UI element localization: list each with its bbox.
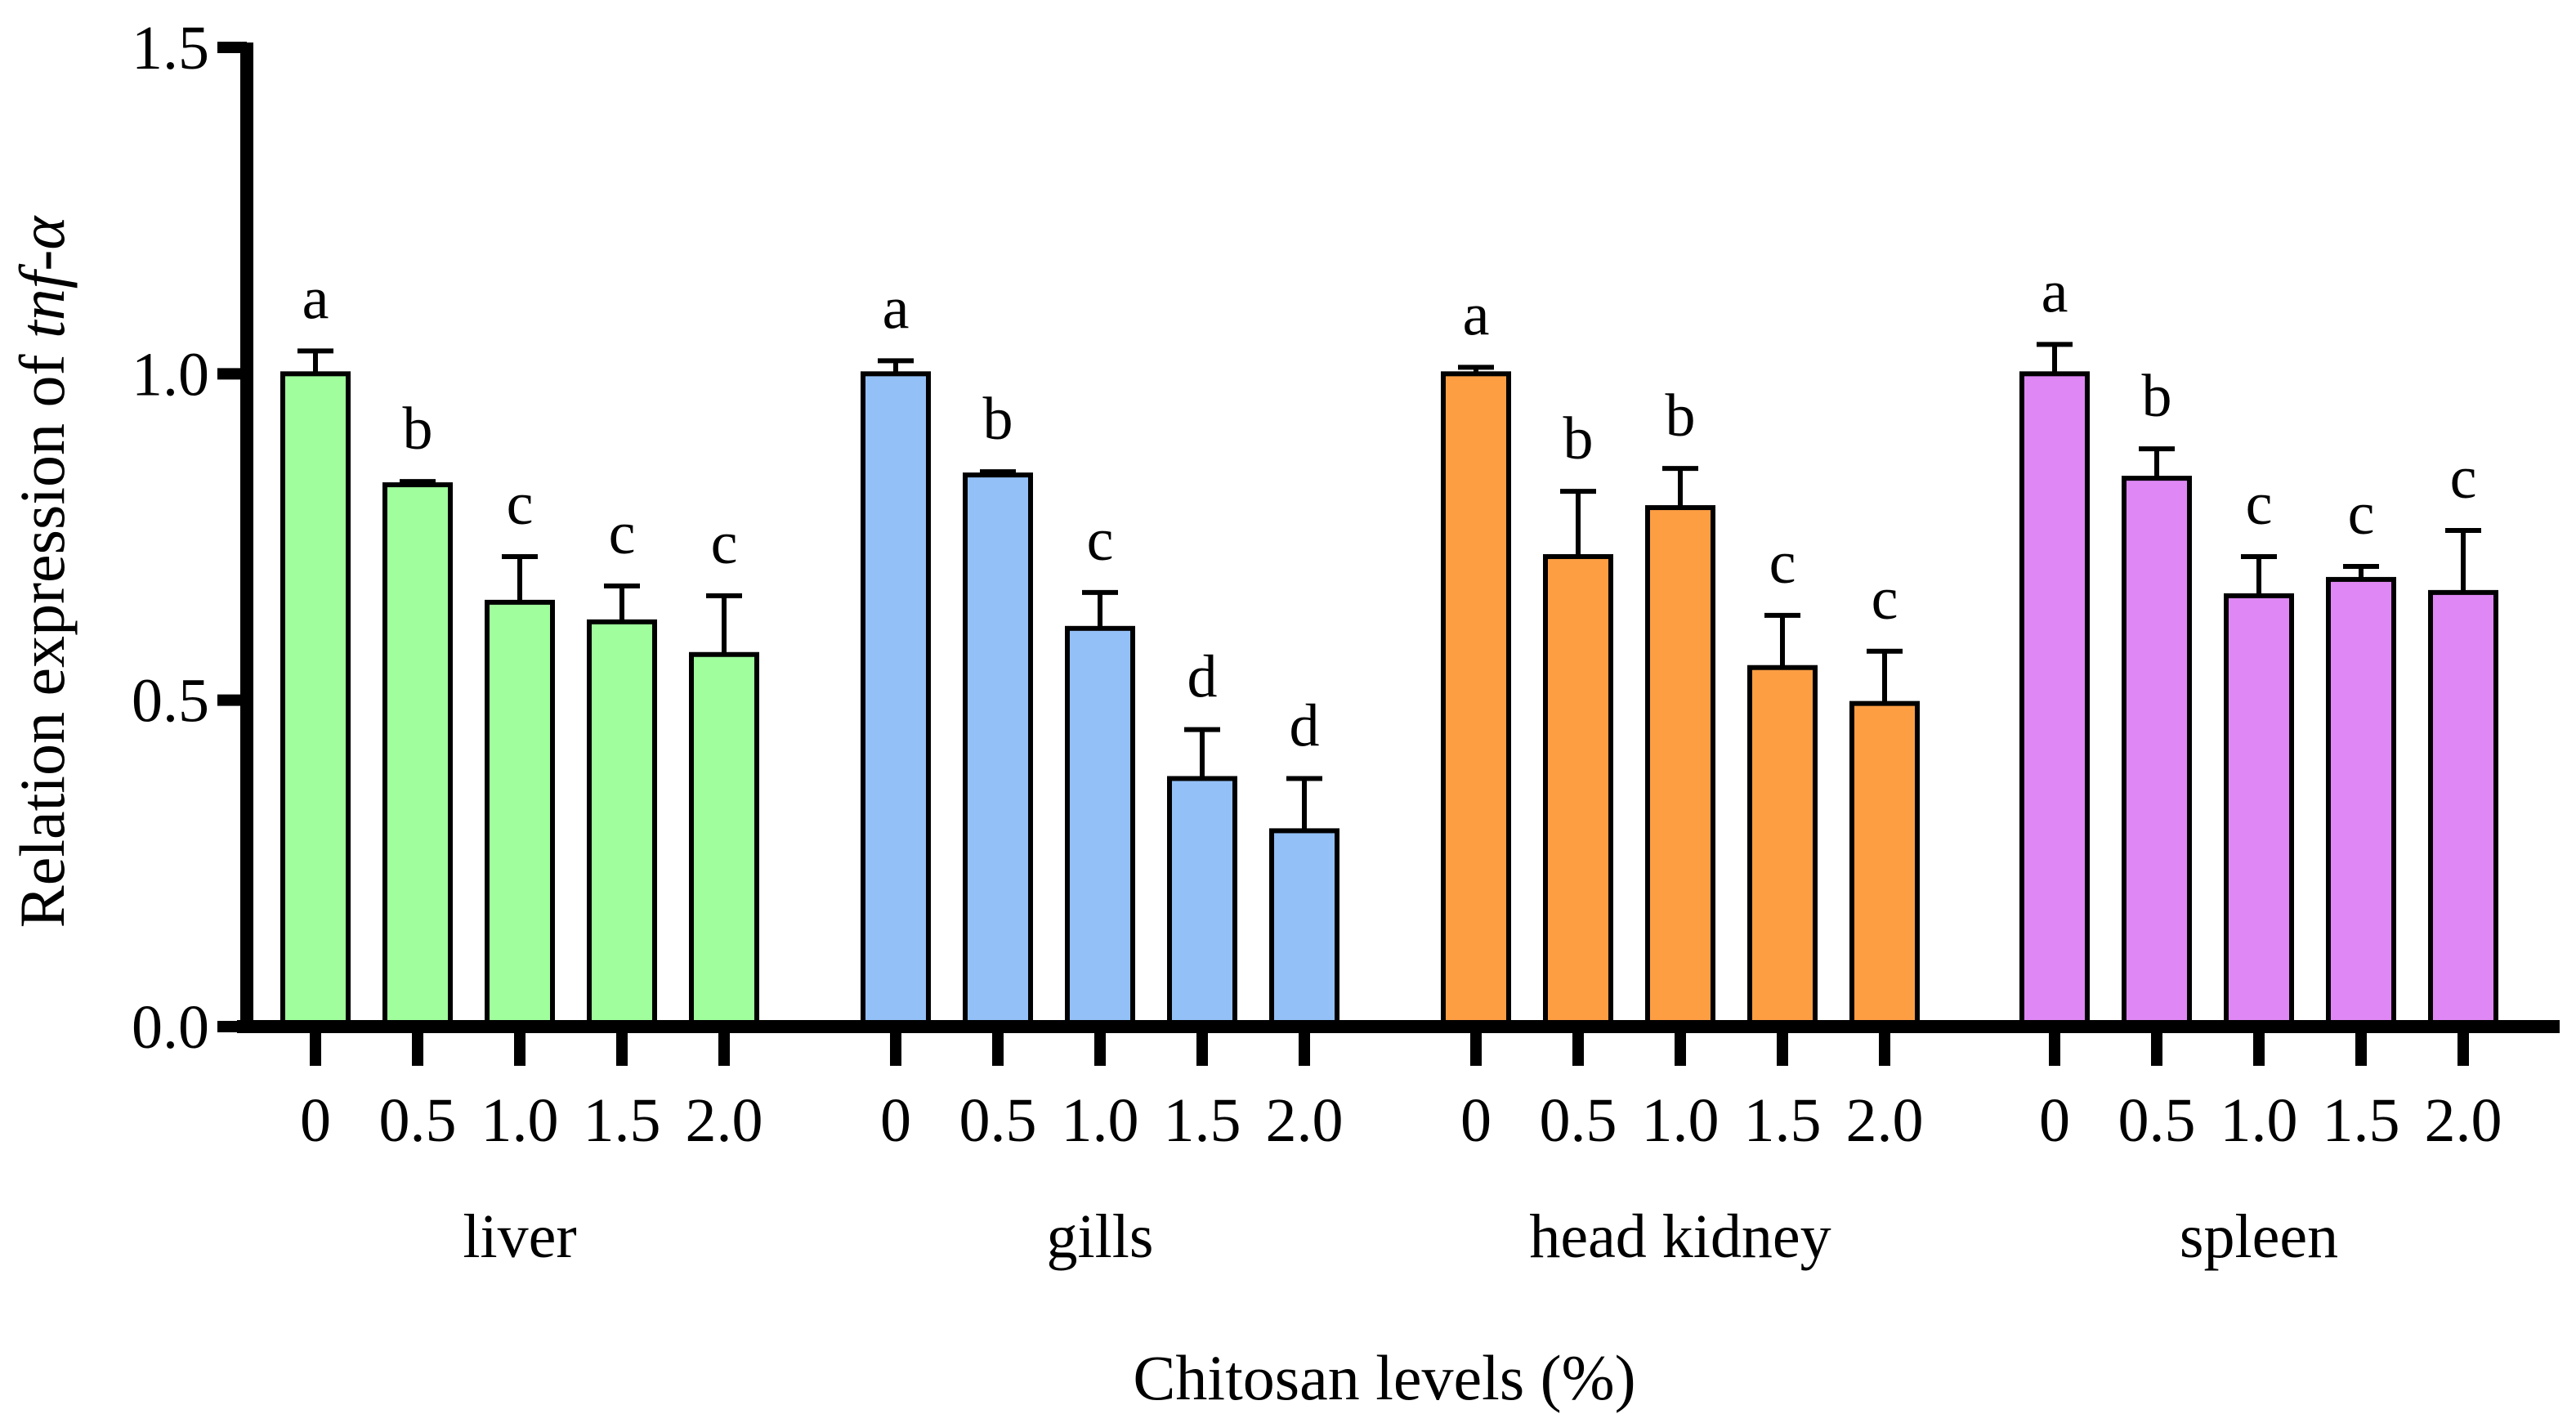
bar <box>1167 776 1237 1029</box>
bar <box>861 371 931 1030</box>
bar <box>1849 700 1920 1029</box>
x-tick-label: 0 <box>880 1086 911 1155</box>
bar <box>587 619 657 1029</box>
x-tick-label: 0 <box>1460 1086 1491 1155</box>
significance-letter: c <box>2348 481 2375 548</box>
x-tick-label: 1.0 <box>2220 1086 2298 1155</box>
axes-layer <box>237 43 2560 1033</box>
y-tick-label: 1.5 <box>132 14 209 83</box>
y-tick-label: 0.5 <box>132 667 209 736</box>
x-tick-label: 1.0 <box>1642 1086 1720 1155</box>
bar <box>2019 371 2090 1030</box>
significance-letter: d <box>1187 644 1218 711</box>
significance-letter: c <box>1769 530 1796 597</box>
ticks-layer: 0.0 0.5 1.0 1.5 0 0.5 1.0 1.5 2.0 liver 0 0.5 1.0 1.5… <box>132 14 2502 1271</box>
bar <box>1645 505 1715 1029</box>
bar <box>2224 593 2294 1029</box>
y-tick-label: 0.0 <box>132 993 209 1062</box>
significance-letter: a <box>302 265 329 332</box>
x-tick-label: 1.0 <box>481 1086 559 1155</box>
bar <box>1441 371 1511 1030</box>
bar <box>280 371 351 1030</box>
significance-letter: b <box>2142 363 2172 430</box>
x-tick-label: 2.0 <box>2425 1086 2502 1155</box>
x-tick-label: 0.5 <box>379 1086 457 1155</box>
x-tick-label: 0 <box>2039 1086 2070 1155</box>
bar <box>1065 625 1135 1030</box>
significance-letter: c <box>711 510 738 577</box>
significance-letter: b <box>983 386 1013 453</box>
bar <box>382 482 453 1029</box>
x-tick-label: 2.0 <box>686 1086 763 1155</box>
bar <box>2326 576 2396 1029</box>
x-tick-label: 2.0 <box>1846 1086 1924 1155</box>
x-tick-label: 1.5 <box>1744 1086 1822 1155</box>
significance-letter: b <box>1563 405 1594 472</box>
x-tick-label: 0.5 <box>959 1086 1037 1155</box>
bar <box>689 651 759 1029</box>
significance-letter: b <box>1666 383 1696 450</box>
y-tick-label: 1.0 <box>132 340 209 409</box>
x-tick-label: 0.5 <box>2118 1086 2196 1155</box>
bar <box>2122 476 2192 1029</box>
group-label: gills <box>1047 1202 1154 1271</box>
bar <box>485 599 555 1029</box>
x-tick-label: 0 <box>300 1086 331 1155</box>
significance-letter: c <box>1087 507 1114 574</box>
significance-letter: b <box>403 396 433 463</box>
y-axis-title: Relation expression of tnf-α <box>7 215 78 929</box>
x-tick-label: 2.0 <box>1266 1086 1344 1155</box>
significance-letter: d <box>1290 693 1320 760</box>
group-label: spleen <box>2180 1202 2338 1271</box>
bar <box>963 472 1033 1029</box>
x-tick-label: 0.5 <box>1540 1086 1617 1155</box>
y-axis-title-gene: tnf-α <box>7 215 78 338</box>
bar <box>1269 828 1339 1030</box>
significance-letter: a <box>2042 258 2068 325</box>
x-tick-label: 1.5 <box>584 1086 661 1155</box>
bars-layer: a b c c c a b c d d a b b c c a b c c c <box>280 258 2498 1030</box>
x-tick-label: 1.0 <box>1062 1086 1139 1155</box>
significance-letter: c <box>1872 566 1898 633</box>
x-axis-title: Chitosan levels (%) <box>1133 1342 1635 1413</box>
group-label: liver <box>463 1202 576 1271</box>
significance-letter: c <box>609 500 636 567</box>
y-axis-title-prefix: Relation expression of <box>7 338 78 928</box>
x-tick-label: 1.5 <box>1164 1086 1241 1155</box>
bar <box>1747 665 1818 1029</box>
bar <box>1543 553 1613 1029</box>
significance-letter: c <box>2450 445 2477 512</box>
significance-letter: a <box>1463 281 1490 348</box>
significance-letter: c <box>507 471 534 538</box>
significance-letter: a <box>883 275 910 342</box>
significance-letter: c <box>2246 471 2273 538</box>
group-label: head kidney <box>1529 1202 1831 1271</box>
bar <box>2428 589 2498 1029</box>
x-tick-label: 1.5 <box>2323 1086 2400 1155</box>
